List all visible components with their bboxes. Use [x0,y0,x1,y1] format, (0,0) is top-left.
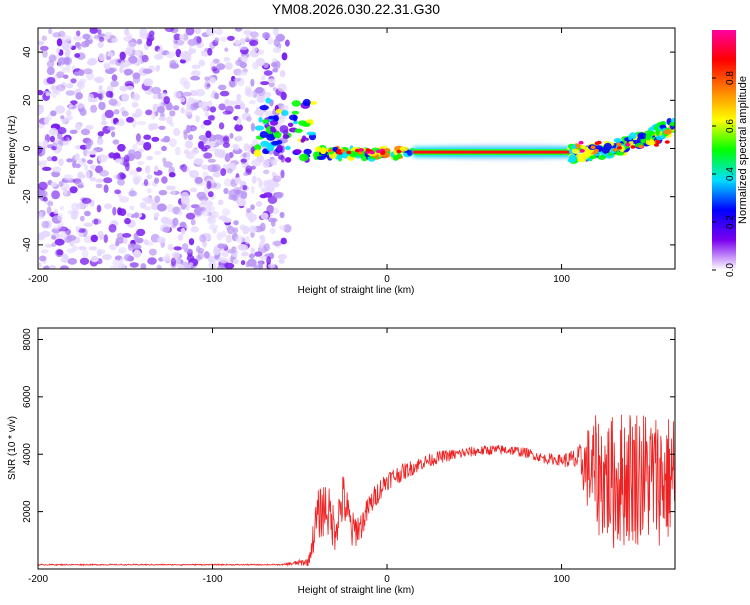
snr-ylabel: SNR (10 * v/v) [7,416,18,480]
spectrogram-xtick-label: -100 [203,274,223,285]
snr-ytick-label: 2000 [22,500,33,523]
colorbar-tick-label: 0.4 [725,167,736,181]
spectrogram-xlabel: Height of straight line (km) [298,285,415,296]
colorbar: 0.0 0.2 0.4 0.6 0.8 Normalized spectral ampl… [712,30,749,277]
snr-xtick-label: 0 [384,574,390,585]
spectrogram-xtick-label: 100 [553,274,570,285]
colorbar-tick-label: 0.0 [725,263,736,277]
snr-xtick-label: 100 [553,574,570,585]
spectrogram-content [38,28,675,269]
spectrogram-ylabel: Frequency (Hz) [7,116,18,185]
spectrogram-ytick-label: -40 [22,237,33,252]
snr-ytick-label: 8000 [22,328,33,351]
snr-panel: -200 -100 0 100 2000 4000 6000 8000 Height of s… [7,327,676,596]
snr-xlabel: Height of straight line (km) [298,585,415,596]
spectrogram-ytick-label: -20 [22,189,33,204]
spectrogram-ytick-label: 0 [22,145,33,151]
spectrogram-region-noise [38,28,292,269]
colorbar-ticks: 0.0 0.2 0.4 0.6 0.8 [712,71,736,277]
snr-series-line [38,414,675,567]
colorbar-gradient [712,30,736,270]
snr-ytick-label: 6000 [22,385,33,408]
spectrogram-ytick-label: 20 [22,94,33,106]
spectrogram-xtick-label: 0 [384,274,390,285]
spectrogram-xtick-label: -200 [28,274,48,285]
spectrogram-region-band-near [313,145,416,162]
snr-ytick-label: 4000 [22,443,33,466]
snr-ticks: -200 -100 0 100 2000 4000 6000 8000 [22,328,675,585]
colorbar-tick-label: 0.8 [725,71,736,85]
figure-title: YM08.2026.030.22.31.G30 [272,1,440,17]
spectrogram-region-band-far [567,117,675,164]
spectrogram-region-scatter-left [253,97,319,163]
spectrogram-region-main-band [413,144,606,161]
snr-frame [37,327,676,570]
colorbar-label: Normalized spectral amplitude [737,76,749,224]
spectrogram-ytick-label: 40 [22,46,33,58]
colorbar-tick-label: 0.2 [725,215,736,229]
snr-xtick-label: -200 [28,574,48,585]
snr-xtick-label: -100 [203,574,223,585]
colorbar-tick-label: 0.6 [725,119,736,133]
